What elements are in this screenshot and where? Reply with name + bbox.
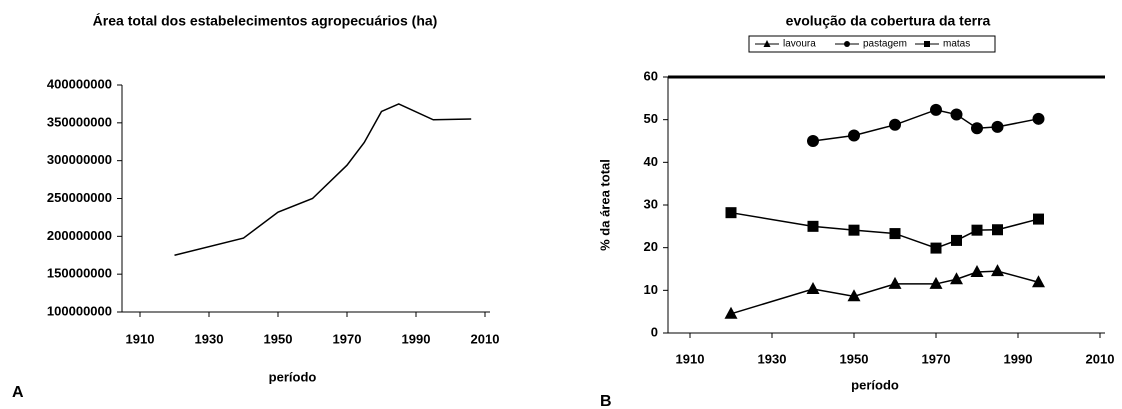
y-tick-label: 150000000 [47,266,112,281]
marker [847,289,861,302]
x-tick-label: 1910 [676,351,705,366]
marker [725,207,737,219]
marker [970,264,984,277]
marker [929,276,943,289]
marker [1033,213,1044,225]
y-tick-label: 300000000 [47,152,112,167]
y-tick-label: 350000000 [47,114,112,129]
legend-box [748,35,996,53]
marker [1032,275,1045,288]
marker [848,129,860,142]
line [174,103,472,256]
marker [930,242,942,254]
marker [950,272,963,285]
y-tick-label: 40 [644,154,658,169]
y-tick-label: 30 [644,196,658,211]
x-tick-label: 1970 [333,331,362,346]
x-axis-label: período [851,377,899,392]
chart-title: Área total dos estabelecimentos agropecu… [93,13,438,29]
y-tick-label: 50 [644,111,658,126]
x-tick-label: 2010 [471,331,500,346]
x-tick-label: 1990 [402,331,431,346]
y-tick-label: 100000000 [47,303,112,318]
panel-label: B [600,393,612,409]
marker [848,224,860,236]
marker [950,108,963,121]
marker [889,118,901,131]
marker [971,122,983,135]
marker [807,220,819,232]
marker [724,306,738,319]
x-tick-label: 2010 [1086,351,1115,366]
y-tick-label: 60 [644,68,658,83]
legend-label: matas [943,39,970,50]
y-axis-label: % da área total [597,159,612,251]
y-tick-label: 0 [651,324,658,339]
legend-marker [924,41,930,47]
x-axis-label: período [269,369,317,384]
x-tick-label: 1930 [195,331,224,346]
legend-label: lavoura [783,39,816,50]
marker [971,224,983,236]
x-tick-label: 1930 [758,351,787,366]
marker [992,224,1003,236]
marker [888,276,902,289]
marker [991,120,1004,133]
line [812,109,1039,142]
legend-marker [844,41,850,47]
marker [807,135,819,147]
marker [806,282,820,295]
marker [889,228,901,240]
y-tick-label: 250000000 [47,190,112,205]
chart-title: evolução da cobertura da terra [786,13,991,29]
x-tick-label: 1950 [264,331,293,346]
legend-marker [763,40,771,47]
y-tick-label: 400000000 [47,76,112,91]
marker [930,103,942,116]
y-tick-label: 10 [644,282,658,297]
y-tick-label: 20 [644,239,658,254]
panel-label: A [12,384,24,401]
legend: lavoura pastagem matas [748,35,996,53]
marker [951,234,962,246]
x-tick-label: 1910 [126,331,155,346]
x-tick-label: 1970 [922,351,951,366]
marker [1032,112,1045,125]
marker [991,264,1004,277]
y-tick-label: 200000000 [47,228,112,243]
x-tick-label: 1950 [840,351,869,366]
x-tick-label: 1990 [1004,351,1033,366]
line [730,270,1039,315]
legend-label: pastagem [863,39,907,50]
